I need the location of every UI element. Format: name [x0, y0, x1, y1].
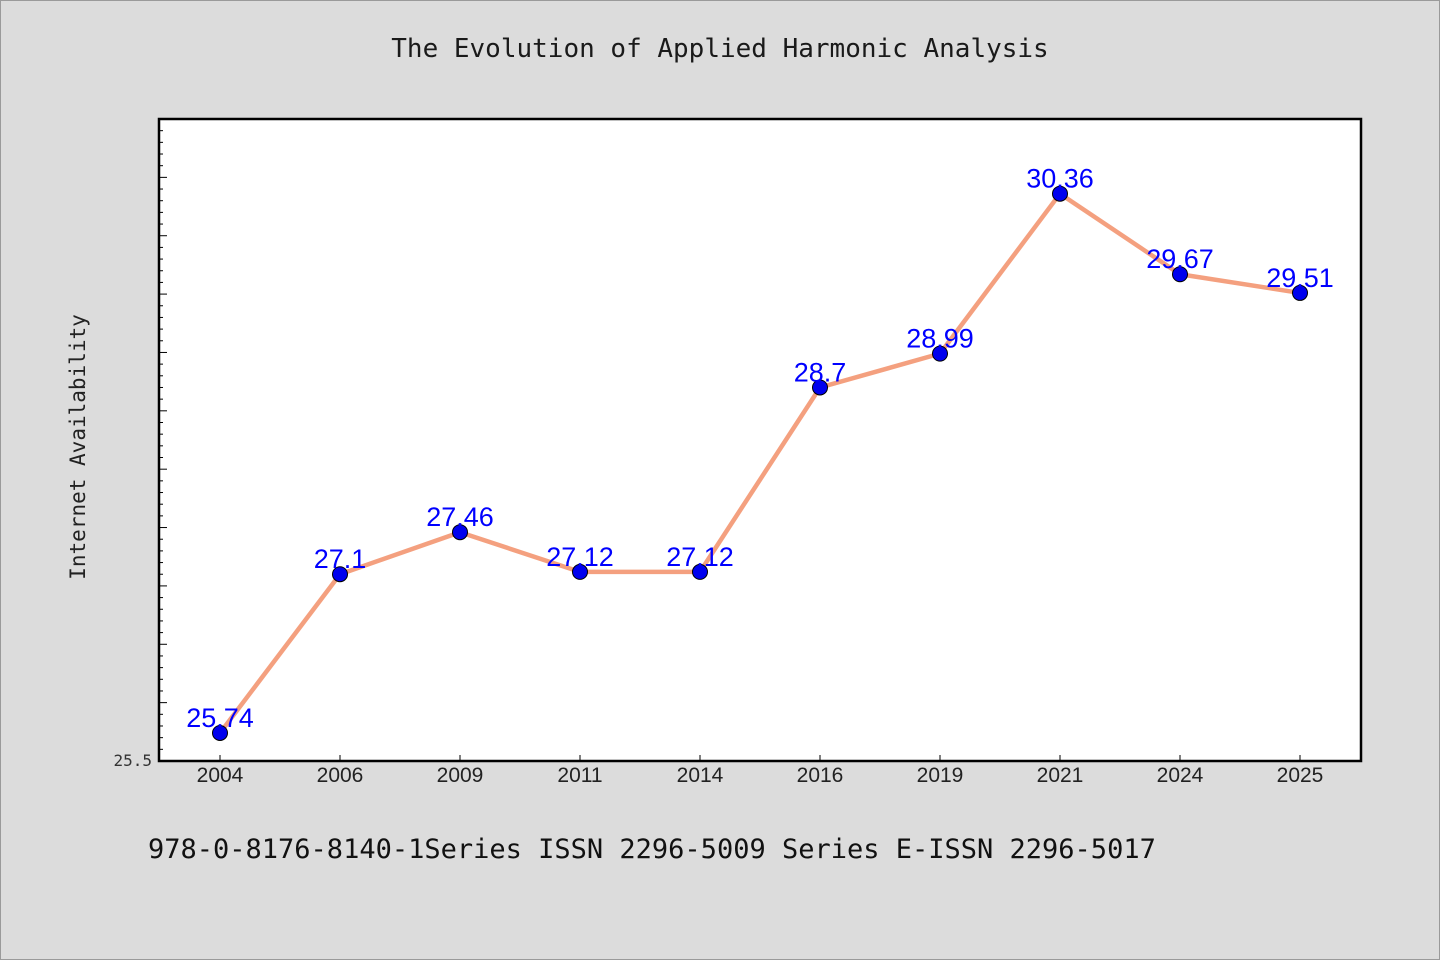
- data-label: 27.12: [546, 542, 614, 572]
- data-point: [212, 724, 228, 741]
- x-tick-label: 2006: [317, 764, 364, 787]
- data-label: 29.67: [1146, 244, 1214, 274]
- data-label: 27.46: [426, 502, 494, 532]
- x-axis-ticks: 2004 2006 2009 2011 2014 2016 2019 2021 2024 2025: [197, 755, 1324, 787]
- x-tick-label: 2024: [1157, 764, 1204, 787]
- data-point: [812, 379, 828, 396]
- data-label: 30.36: [1026, 164, 1094, 194]
- y-tick-label: 25.5: [113, 751, 152, 770]
- data-label: 27.1: [314, 544, 367, 574]
- chart-title: The Evolution of Applied Harmonic Analys…: [391, 34, 1049, 64]
- data-point: [332, 566, 348, 583]
- data-label: 29.51: [1266, 263, 1334, 293]
- data-point: [1052, 185, 1068, 202]
- data-point: [692, 563, 708, 580]
- x-tick-label: 2016: [797, 764, 844, 787]
- data-label: 25.74: [186, 703, 254, 733]
- data-point: [1172, 266, 1188, 283]
- plot-area: [157, 117, 1363, 763]
- data-point: [452, 524, 468, 541]
- data-point: [932, 345, 948, 362]
- data-label: 28.7: [794, 357, 847, 387]
- footer-note: 978-0-8176-8140-1Series ISSN 2296-5009 S…: [148, 834, 1156, 865]
- y-axis-ticks: [159, 118, 167, 762]
- data-label: 28.99: [906, 324, 974, 354]
- x-tick-label: 2014: [677, 764, 724, 787]
- data-point: [572, 563, 588, 580]
- x-tick-label: 2011: [557, 764, 602, 787]
- x-tick-label: 2009: [437, 764, 484, 787]
- data-label: 27.12: [666, 542, 734, 572]
- x-tick-label: 2004: [197, 764, 244, 787]
- x-tick-label: 2019: [917, 764, 964, 787]
- data-point: [1292, 284, 1308, 301]
- series-line-group: 25.74 27.1 27.46 27.12 27.12 28.7 28.99 30.36 29…: [186, 164, 1334, 741]
- x-tick-label: 2025: [1277, 764, 1324, 787]
- series-line: [217, 191, 1303, 736]
- x-tick-label: 2021: [1037, 764, 1084, 787]
